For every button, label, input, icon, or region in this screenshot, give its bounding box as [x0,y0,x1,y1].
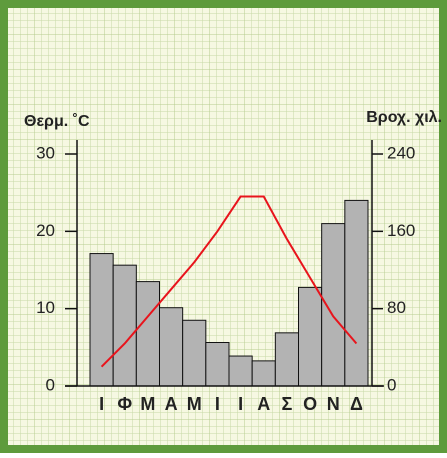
y2-axis-label: Βροχ. χιλ. [366,109,442,126]
x-tick-label: Ι [99,394,104,414]
x-tick-label: Σ [282,394,293,414]
x-tick-label: Μ [140,394,155,414]
bar [344,199,369,387]
bar [298,286,323,387]
y2-tick-label: 240 [387,143,415,162]
bar [182,319,207,387]
x-tick-label: Ο [303,394,317,414]
x-tick-label: Ι [238,394,243,414]
x-tick-label: Δ [350,394,363,414]
x-tick-label: Α [257,394,270,414]
bar [251,360,276,387]
y-tick-label: 20 [36,221,55,240]
bar [159,307,184,387]
y-tick-label: 10 [36,298,55,317]
bar [135,281,160,387]
bar [274,332,300,387]
y2-tick-label: 80 [387,298,406,317]
y-tick-label: 0 [46,375,55,394]
x-tick-label: Μ [187,394,202,414]
bar [228,355,253,387]
x-tick-label: Α [165,394,178,414]
x-tick-label: Φ [117,394,132,414]
x-tick-label: Ι [215,394,220,414]
y2-tick-label: 0 [387,375,396,394]
bar [112,264,137,387]
temperature-line [100,195,358,368]
y-axis-label: Θερμ. ˚C [24,113,90,130]
bar [205,342,230,387]
y2-tick-label: 160 [387,221,415,240]
y-tick-label: 30 [36,143,55,162]
x-tick-label: Ν [327,394,340,414]
